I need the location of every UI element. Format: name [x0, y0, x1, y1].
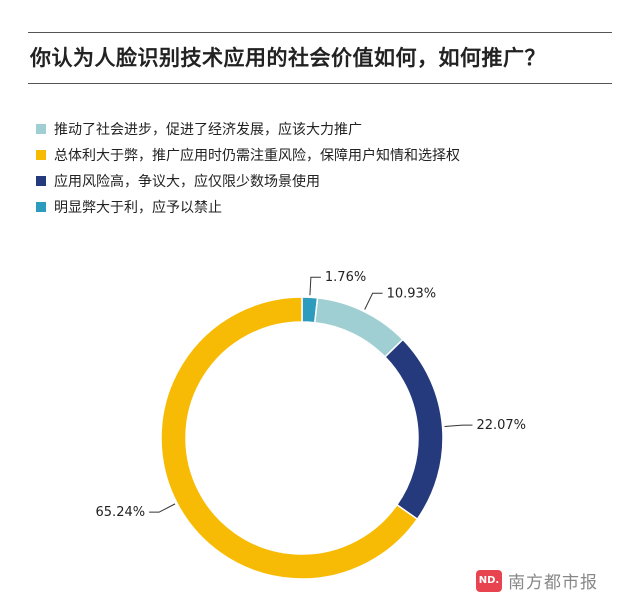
watermark: ND. 南方都市报 — [476, 568, 598, 593]
watermark-logo: ND. — [476, 569, 502, 592]
legend-swatch — [36, 176, 46, 186]
legend-label: 总体利大于弊，推广应用时仍需注重风险，保障用户知情和选择权 — [54, 148, 460, 164]
chart-title: 你认为人脸识别技术应用的社会价值如何，如何推广？ — [30, 46, 546, 70]
watermark-text: 南方都市报 — [508, 573, 598, 593]
leader-line — [364, 292, 383, 310]
data-label-benefit: 65.24% — [96, 505, 146, 520]
legend-item-promote: 推动了社会进步，促进了经济发展，应该大力推广 — [36, 116, 460, 142]
data-label-promote: 10.93% — [387, 286, 437, 301]
leader-line — [309, 276, 321, 296]
legend-item-limited: 应用风险高，争议大，应仅限少数场景使用 — [36, 168, 460, 194]
slice-benefit — [160, 296, 419, 580]
title-rule-bottom — [28, 83, 612, 84]
legend-label: 推动了社会进步，促进了经济发展，应该大力推广 — [54, 122, 362, 138]
data-label-ban: 1.76% — [325, 270, 366, 285]
legend-swatch — [36, 150, 46, 160]
leader-line — [444, 424, 473, 428]
legend-item-ban: 明显弊大于利，应予以禁止 — [36, 194, 460, 220]
legend: 推动了社会进步，促进了经济发展，应该大力推广 总体利大于弊，推广应用时仍需注重风… — [36, 116, 460, 220]
legend-label: 应用风险高，争议大，应仅限少数场景使用 — [54, 174, 320, 190]
legend-swatch — [36, 124, 46, 134]
legend-swatch — [36, 202, 46, 212]
slice-promote — [313, 297, 404, 359]
leader-line — [149, 503, 176, 513]
slice-limited — [383, 338, 444, 521]
legend-item-benefit: 总体利大于弊，推广应用时仍需注重风险，保障用户知情和选择权 — [36, 142, 460, 168]
legend-label: 明显弊大于利，应予以禁止 — [54, 200, 222, 216]
data-label-limited: 22.07% — [476, 418, 526, 433]
title-rule-top — [28, 32, 612, 33]
